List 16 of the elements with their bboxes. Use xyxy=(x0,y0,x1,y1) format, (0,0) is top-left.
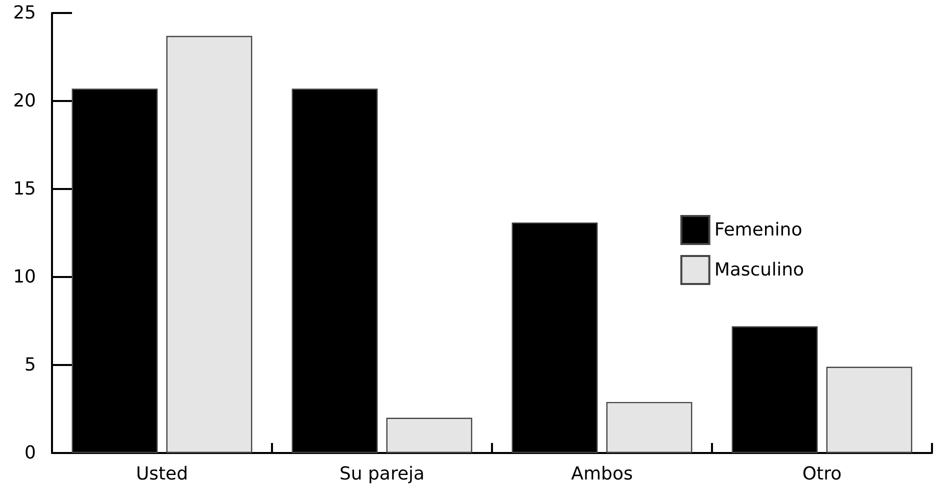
y-tick-label: 5 xyxy=(24,354,36,376)
legend-label: Masculino xyxy=(714,260,804,280)
x-tick-label: Otro xyxy=(802,464,842,484)
legend-label: Femenino xyxy=(714,220,802,240)
y-tick-label: 25 xyxy=(13,2,36,24)
bar xyxy=(826,366,912,453)
x-tick-label: Su pareja xyxy=(339,464,425,484)
y-tick-label: 20 xyxy=(13,90,36,112)
bar xyxy=(166,36,252,453)
y-tick-label: 10 xyxy=(13,266,36,288)
y-tick-label: 0 xyxy=(24,442,36,464)
x-tick-label: Ambos xyxy=(571,464,633,484)
bar xyxy=(606,402,692,453)
bar xyxy=(386,418,472,453)
y-tick-label: 15 xyxy=(13,178,36,200)
x-tick-label: Usted xyxy=(136,464,188,484)
